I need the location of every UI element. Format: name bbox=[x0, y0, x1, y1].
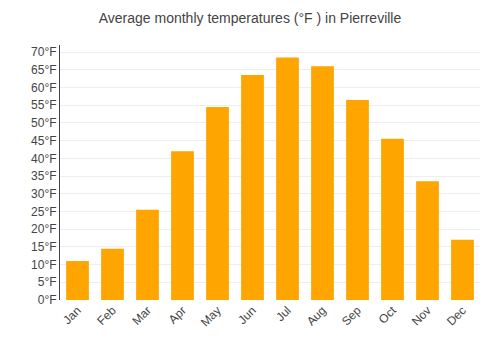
svg-text:60°F: 60°F bbox=[31, 81, 56, 95]
svg-text:5°F: 5°F bbox=[38, 275, 57, 289]
svg-text:50°F: 50°F bbox=[31, 116, 56, 130]
svg-text:Sep: Sep bbox=[339, 303, 364, 328]
svg-text:Feb: Feb bbox=[94, 303, 119, 328]
svg-text:35°F: 35°F bbox=[31, 169, 56, 183]
svg-text:Nov: Nov bbox=[409, 303, 434, 328]
svg-text:Mar: Mar bbox=[129, 303, 154, 328]
svg-text:Average monthly temperatures (: Average monthly temperatures (°F ) in Pi… bbox=[99, 10, 402, 26]
svg-text:Jun: Jun bbox=[235, 303, 259, 327]
svg-text:Jan: Jan bbox=[60, 303, 84, 327]
svg-text:Apr: Apr bbox=[166, 303, 189, 326]
svg-text:Dec: Dec bbox=[444, 303, 469, 328]
svg-text:65°F: 65°F bbox=[31, 63, 56, 77]
svg-text:30°F: 30°F bbox=[31, 187, 56, 201]
svg-text:15°F: 15°F bbox=[31, 240, 56, 254]
svg-text:45°F: 45°F bbox=[31, 134, 56, 148]
svg-text:0°F: 0°F bbox=[38, 293, 57, 307]
svg-text:May: May bbox=[198, 303, 224, 329]
svg-text:Oct: Oct bbox=[376, 303, 400, 327]
svg-text:40°F: 40°F bbox=[31, 152, 56, 166]
svg-text:70°F: 70°F bbox=[31, 45, 56, 59]
svg-text:20°F: 20°F bbox=[31, 222, 56, 236]
svg-text:10°F: 10°F bbox=[31, 258, 56, 272]
svg-text:55°F: 55°F bbox=[31, 98, 56, 112]
svg-text:25°F: 25°F bbox=[31, 205, 56, 219]
svg-text:Jul: Jul bbox=[273, 303, 294, 324]
svg-text:Aug: Aug bbox=[304, 303, 329, 328]
